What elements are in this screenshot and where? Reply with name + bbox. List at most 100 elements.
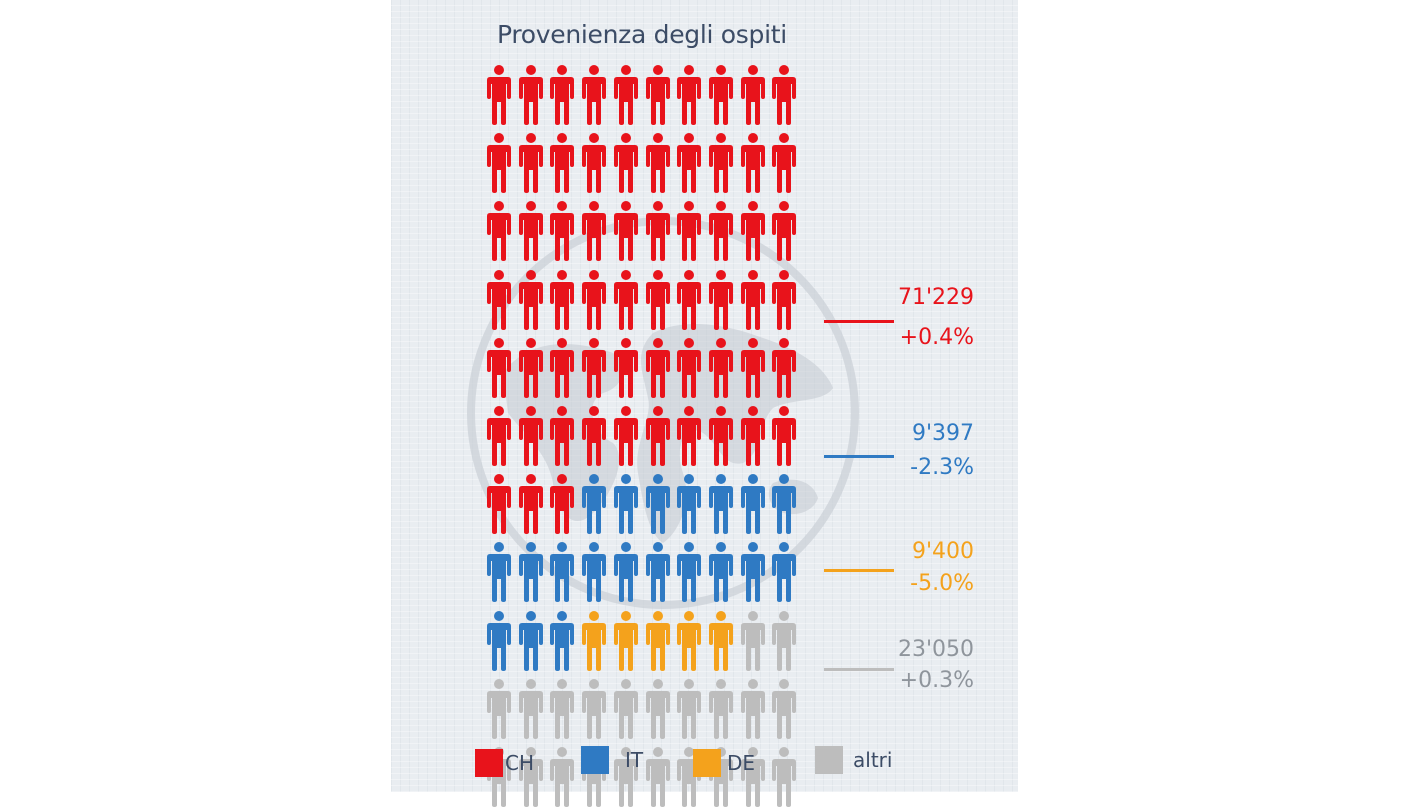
callout-line-it — [824, 455, 894, 458]
person-icon-ch — [581, 201, 607, 262]
legend-swatch-it — [581, 746, 609, 774]
person-icon-altri — [708, 678, 734, 739]
callout-change-ch: +0.4% — [899, 325, 974, 350]
person-icon-it — [708, 542, 734, 603]
legend-swatch-de — [693, 749, 721, 777]
person-icon-ch — [708, 337, 734, 398]
person-icon-it — [645, 474, 671, 535]
person-icon-it — [581, 474, 607, 535]
person-icon-ch — [771, 201, 797, 262]
person-icon-de — [613, 610, 639, 671]
callout-value-altri: 23'050 — [897, 637, 974, 662]
person-icon-de — [676, 610, 702, 671]
callout-change-it: -2.3% — [910, 455, 974, 480]
person-icon-it — [581, 542, 607, 603]
callout-change-de: -5.0% — [910, 571, 974, 596]
person-icon-ch — [549, 269, 575, 330]
person-icon-ch — [613, 406, 639, 466]
person-icon-ch — [771, 337, 797, 398]
person-icon-altri — [771, 747, 797, 807]
person-icon-ch — [613, 133, 639, 194]
callout-line-altri — [824, 668, 894, 671]
person-icon-ch — [518, 474, 544, 535]
person-icon-ch — [645, 269, 671, 330]
person-icon-altri — [740, 610, 766, 671]
legend-label-it: IT — [625, 748, 644, 772]
person-icon-ch — [486, 406, 512, 466]
person-icon-it — [708, 474, 734, 535]
person-icon-ch — [486, 133, 512, 194]
person-icon-ch — [486, 201, 512, 262]
person-icon-altri — [518, 678, 544, 739]
person-icon-ch — [740, 406, 766, 466]
person-icon-it — [645, 542, 671, 603]
person-icon-ch — [549, 406, 575, 466]
person-icon-it — [771, 474, 797, 535]
person-icon-ch — [613, 337, 639, 398]
person-icon-ch — [645, 133, 671, 194]
person-icon-ch — [549, 337, 575, 398]
person-icon-ch — [708, 406, 734, 466]
person-icon-altri — [740, 678, 766, 739]
person-icon-ch — [581, 65, 607, 125]
person-icon-ch — [613, 201, 639, 262]
legend-swatch-ch — [475, 749, 503, 777]
person-icon-altri — [771, 678, 797, 739]
person-icon-ch — [549, 474, 575, 535]
person-icon-ch — [740, 133, 766, 194]
person-icon-ch — [676, 201, 702, 262]
person-icon-ch — [771, 406, 797, 466]
person-icon-it — [549, 610, 575, 671]
person-icon-ch — [676, 65, 702, 125]
person-icon-de — [708, 610, 734, 671]
person-icon-ch — [740, 337, 766, 398]
legend-label-ch: CH — [505, 751, 535, 775]
person-icon-it — [676, 542, 702, 603]
callout-line-de — [824, 569, 894, 572]
person-icon-ch — [518, 201, 544, 262]
person-icon-ch — [645, 337, 671, 398]
person-icon-ch — [613, 269, 639, 330]
person-icon-ch — [518, 65, 544, 125]
person-icon-ch — [486, 337, 512, 398]
person-icon-de — [581, 610, 607, 671]
person-icon-ch — [486, 65, 512, 125]
person-icon-ch — [708, 269, 734, 330]
person-icon-ch — [645, 406, 671, 466]
person-icon-it — [518, 610, 544, 671]
person-icon-ch — [581, 133, 607, 194]
callout-change-altri: +0.3% — [899, 668, 974, 693]
person-icon-altri — [486, 678, 512, 739]
person-icon-it — [771, 542, 797, 603]
legend-swatch-altri — [815, 746, 843, 774]
person-icon-altri — [613, 678, 639, 739]
person-icon-it — [549, 542, 575, 603]
person-icon-altri — [645, 747, 671, 807]
person-icon-ch — [740, 269, 766, 330]
person-icon-ch — [518, 337, 544, 398]
person-icon-it — [613, 474, 639, 535]
person-icon-it — [486, 610, 512, 671]
person-icon-ch — [708, 201, 734, 262]
callout-value-de: 9'400 — [911, 539, 974, 564]
person-icon-ch — [676, 337, 702, 398]
person-icon-ch — [676, 133, 702, 194]
person-icon-ch — [518, 269, 544, 330]
pictogram-grid — [486, 65, 806, 807]
person-icon-altri — [581, 678, 607, 739]
person-icon-it — [518, 542, 544, 603]
person-icon-altri — [771, 610, 797, 671]
person-icon-ch — [676, 269, 702, 330]
person-icon-ch — [518, 406, 544, 466]
callout-value-ch: 71'229 — [897, 285, 974, 310]
person-icon-altri — [549, 678, 575, 739]
person-icon-ch — [676, 406, 702, 466]
person-icon-ch — [708, 65, 734, 125]
person-icon-ch — [740, 201, 766, 262]
person-icon-ch — [771, 133, 797, 194]
person-icon-it — [613, 542, 639, 603]
legend-label-altri: altri — [853, 748, 893, 772]
person-icon-ch — [518, 133, 544, 194]
person-icon-ch — [549, 201, 575, 262]
person-icon-ch — [771, 269, 797, 330]
